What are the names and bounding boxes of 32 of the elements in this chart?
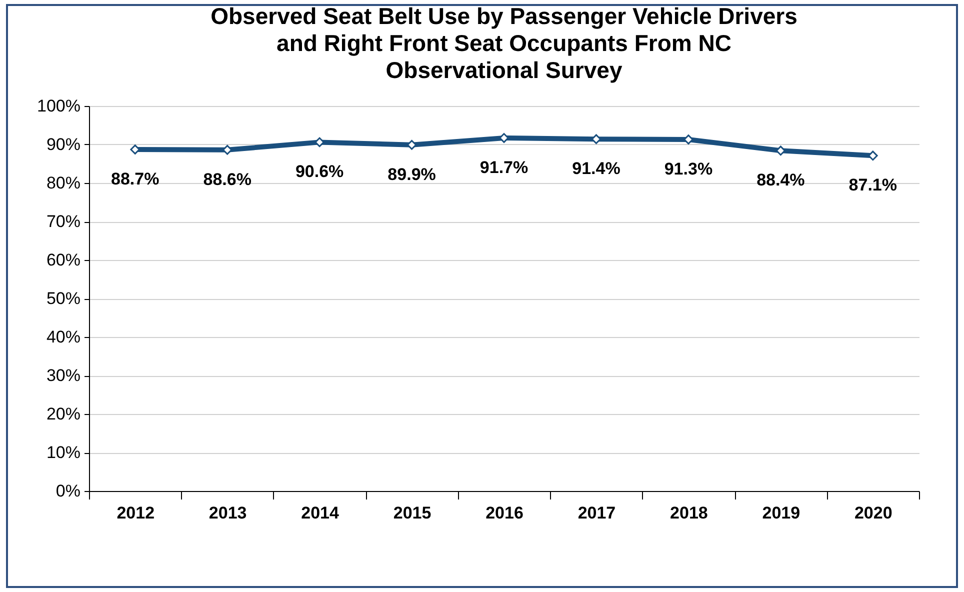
y-tick-label: 70% (46, 212, 80, 231)
x-tick-label: 2013 (208, 504, 247, 522)
y-tick-label: 40% (46, 328, 80, 346)
data-label: 90.6% (295, 162, 344, 182)
y-tick-label: 60% (46, 250, 80, 270)
y-tick-label: 100% (37, 96, 80, 116)
x-tick-label: 2016 (486, 504, 524, 522)
point (499, 133, 509, 143)
data-label: 89.9% (388, 164, 436, 184)
y-tick-label: 90% (46, 135, 80, 154)
y-tick-label: 30% (46, 366, 80, 385)
y-tick-label: 50% (46, 289, 80, 308)
x-tick-label: 2014 (301, 504, 340, 522)
data-label: 87.1% (848, 176, 897, 195)
y-tick-label: 0% (56, 482, 80, 500)
y-tick-label: 10% (46, 443, 80, 462)
x-tick-label: 2017 (578, 504, 616, 522)
data-label: 91.7% (480, 158, 528, 177)
data-label: 88.6% (203, 170, 252, 189)
y-tick-label: 80% (46, 174, 80, 192)
x-tick-label: 2015 (393, 504, 432, 522)
x-tick-label: 2012 (116, 504, 155, 522)
data-label: 88.7% (111, 170, 160, 189)
data-label: 91.4% (572, 159, 620, 178)
y-tick-label: 20% (46, 404, 80, 424)
x-tick-label: 2019 (762, 504, 800, 522)
chart-title: Observed Seat Belt Use by Passenger Vehicle Drivers and Right Front Seat Occupants From NC Observational Survey (210, 3, 798, 83)
point (684, 134, 694, 144)
x-tick-label: 2020 (854, 504, 892, 522)
data-label: 91.3% (664, 159, 713, 178)
x-tick-label: 2018 (670, 504, 708, 522)
data-label: 88.4% (756, 170, 805, 190)
